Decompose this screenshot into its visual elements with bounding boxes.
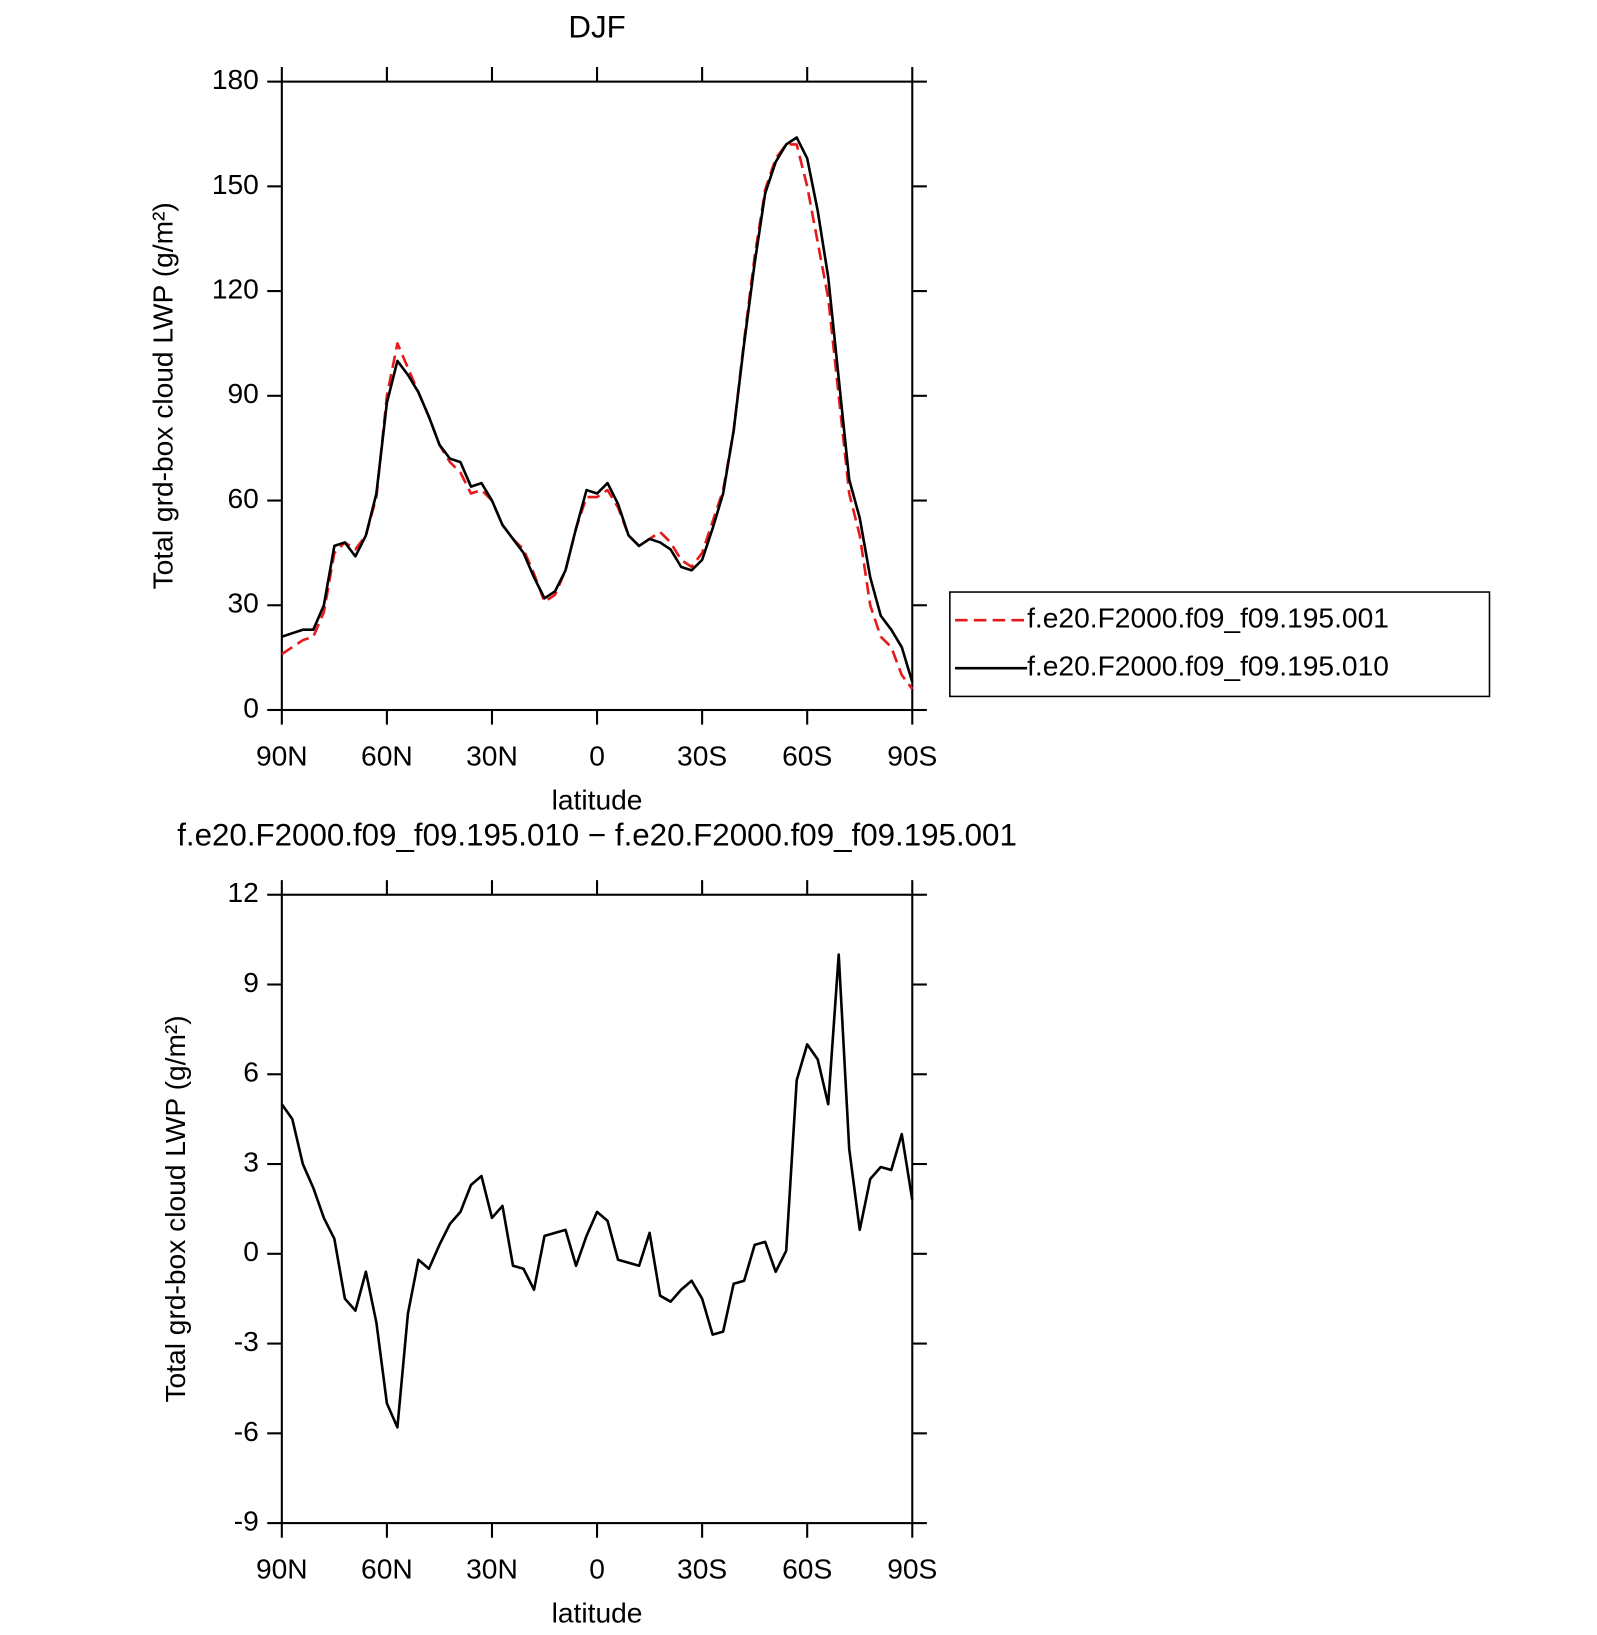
chart-title: DJF — [568, 10, 625, 45]
x-tick-label: 30N — [466, 1553, 518, 1585]
legend-label: f.e20.F2000.f09_f09.195.001 — [1027, 602, 1389, 634]
x-axis-label: latitude — [552, 1596, 643, 1628]
x-tick-label: 30N — [466, 739, 518, 771]
y-tick-label: 9 — [243, 966, 259, 998]
y-tick-label: 30 — [228, 587, 259, 619]
y-tick-label: 90 — [228, 377, 259, 409]
series-line — [280, 953, 914, 1429]
y-tick-label: -3 — [234, 1325, 259, 1357]
y-tick-label: -9 — [234, 1505, 259, 1537]
y-tick-label: 12 — [228, 876, 259, 908]
x-tick-label: 30S — [677, 1553, 727, 1585]
legend-box — [949, 591, 1491, 698]
x-tick-label: 0 — [589, 1553, 605, 1585]
x-tick-label: 60S — [782, 739, 832, 771]
series-line — [281, 136, 914, 683]
legend-label: f.e20.F2000.f09_f09.195.010 — [1027, 650, 1389, 682]
x-axis-label: latitude — [552, 783, 643, 815]
x-tick-label: 30S — [677, 739, 727, 771]
plot-frame — [280, 893, 914, 1525]
x-tick-label: 0 — [589, 739, 605, 771]
y-axis-label: Total grd-box cloud LWP (g/m²) — [159, 1015, 191, 1402]
x-tick-label: 90S — [887, 739, 937, 771]
x-tick-label: 90S — [887, 1553, 937, 1585]
y-tick-label: 180 — [212, 63, 259, 95]
y-tick-label: 0 — [243, 691, 259, 723]
y-tick-label: 6 — [243, 1056, 259, 1088]
y-tick-label: -6 — [234, 1415, 259, 1447]
series-line — [281, 143, 914, 690]
x-tick-label: 60N — [361, 739, 413, 771]
plot-frame — [280, 80, 914, 712]
x-tick-label: 60N — [361, 1553, 413, 1585]
x-tick-label: 90N — [256, 739, 308, 771]
y-tick-label: 60 — [228, 482, 259, 514]
y-tick-label: 3 — [243, 1145, 259, 1177]
x-tick-label: 90N — [256, 1553, 308, 1585]
x-tick-label: 60S — [782, 1553, 832, 1585]
y-axis-label: Total grd-box cloud LWP (g/m²) — [146, 202, 178, 589]
y-tick-label: 120 — [212, 273, 259, 305]
y-tick-label: 150 — [212, 168, 259, 200]
y-tick-label: 0 — [243, 1235, 259, 1267]
chart-title: f.e20.F2000.f09_f09.195.010 − f.e20.F200… — [177, 818, 1017, 853]
